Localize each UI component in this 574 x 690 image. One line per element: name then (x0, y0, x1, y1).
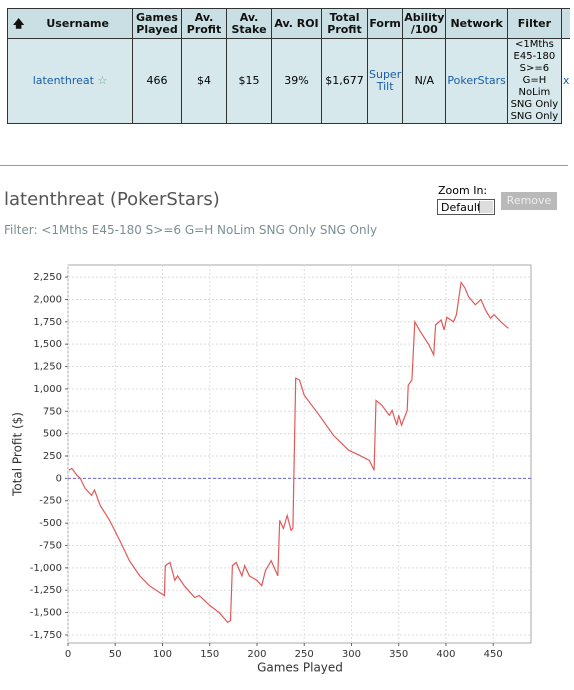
star-icon[interactable]: ☆ (97, 74, 108, 87)
divider (0, 165, 568, 166)
y-tick-label: 1,750 (33, 317, 62, 328)
zoom-option: Default (441, 201, 482, 214)
cell: 39% (271, 38, 322, 124)
y-tick-label: 750 (43, 406, 62, 417)
y-tick-label: -1,250 (30, 585, 62, 596)
remove-link[interactable]: x (561, 38, 571, 124)
header[interactable]: Av. Stake (226, 8, 272, 39)
x-tick-label: 50 (109, 649, 122, 660)
header[interactable]: Total Profit (321, 8, 368, 39)
profit-line (68, 280, 509, 624)
y-tick-label: 2,250 (33, 272, 62, 283)
filter-text: Filter: <1Mths E45-180 S>=6 G=H NoLim SN… (4, 223, 378, 237)
header[interactable]: Games Played (132, 8, 182, 39)
x-tick-label: 300 (342, 649, 361, 660)
y-tick-label: -750 (39, 540, 62, 551)
username[interactable]: latenthreat ☆ (7, 38, 133, 124)
y-tick-label: 500 (43, 429, 62, 440)
select-arrow (479, 201, 493, 213)
y-tick-label: 1,000 (33, 384, 62, 395)
profile-title: latenthreat (PokerStars) (4, 189, 220, 210)
header[interactable]: Filter (506, 8, 562, 39)
x-tick-label: 350 (389, 649, 408, 660)
header[interactable]: Ability /100 (402, 8, 447, 39)
y-tick-label: 250 (43, 451, 62, 462)
x-tick-label: 400 (436, 649, 455, 660)
zoom-select[interactable]: Default (437, 199, 495, 215)
y-tick-label: -1,000 (30, 563, 62, 574)
header[interactable]: Network (445, 8, 508, 39)
header-row: 🡅 Username Games Played Av. Profit Av. St… (7, 8, 571, 39)
y-tick-label: 1,500 (33, 339, 62, 350)
y-axis-label: Total Profit ($) (11, 412, 25, 497)
cell: $1,677 (321, 38, 368, 124)
header[interactable]: Av. Profit (181, 8, 227, 39)
x-tick-label: 150 (200, 649, 219, 660)
y-tick-label: -1,750 (30, 630, 62, 641)
cell: $15 (226, 38, 272, 124)
x-tick-label: 100 (153, 649, 172, 660)
username-text[interactable]: latenthreat (32, 74, 94, 87)
header (560, 8, 571, 39)
y-tick-label: 1,250 (33, 362, 62, 373)
x-tick-label: 0 (65, 649, 71, 660)
header[interactable]: Form (366, 8, 404, 39)
remove-button[interactable]: Remove (501, 192, 557, 210)
y-tick-label: -500 (39, 518, 62, 529)
header-text: Username (46, 16, 109, 30)
y-tick-label: -250 (39, 496, 62, 507)
zoom-label: Zoom In: (438, 184, 488, 197)
y-tick-label: 2,000 (33, 294, 62, 305)
header[interactable]: Av. ROI (271, 8, 322, 39)
filter-cell: <1Mths E45-180 S>=6 G=H NoLim SNG Only S… (506, 38, 562, 124)
x-tick-label: 200 (247, 649, 266, 660)
data-row: latenthreat ☆ 466 $4 $15 39% $1,677 Supe… (7, 38, 571, 124)
y-tick-label: 0 (56, 473, 62, 484)
y-tick-label: -1,500 (30, 608, 62, 619)
x-tick-label: 450 (484, 649, 503, 660)
x-tick-label: 250 (295, 649, 314, 660)
network-link[interactable]: PokerStars (445, 38, 508, 124)
x-axis-label: Games Played (257, 661, 343, 675)
form-link[interactable]: Super Tilt (366, 38, 404, 124)
sort-arrow[interactable]: 🡅 (13, 16, 25, 30)
cell: N/A (402, 38, 447, 124)
header[interactable]: 🡅 Username (7, 8, 133, 39)
stats-table: 🡅 Username Games Played Av. Profit Av. St… (7, 8, 571, 124)
plot-area (67, 264, 532, 644)
cell: $4 (181, 38, 227, 124)
cell: 466 (132, 38, 182, 124)
